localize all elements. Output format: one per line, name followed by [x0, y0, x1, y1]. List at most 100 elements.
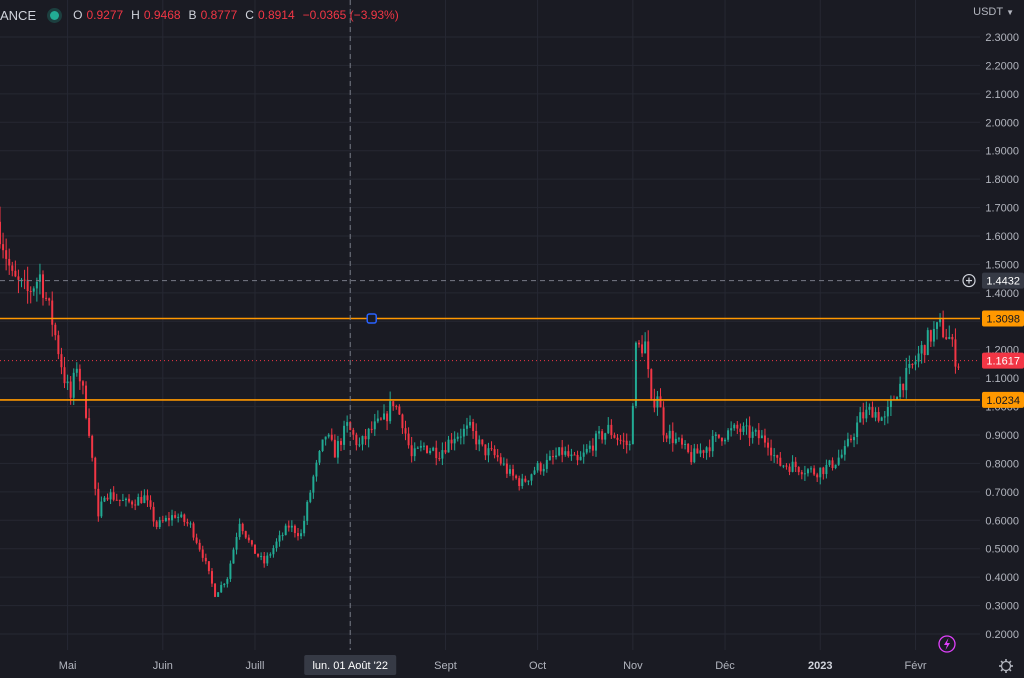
candle	[321, 439, 324, 453]
candle	[874, 407, 877, 422]
price-tick-label: 1.6000	[985, 231, 1019, 243]
candle-body	[284, 525, 287, 536]
candle	[637, 340, 640, 348]
candle-body	[874, 412, 877, 418]
time-tick-label: Juill	[246, 660, 265, 672]
candle-body	[521, 478, 524, 486]
gear-icon[interactable]	[999, 659, 1013, 673]
candle-body	[677, 438, 680, 440]
candle	[306, 500, 309, 525]
candle-body	[398, 406, 401, 415]
candle-body	[604, 433, 607, 440]
candle	[149, 495, 152, 510]
candle	[493, 445, 496, 459]
candle	[392, 400, 395, 411]
candle	[822, 466, 825, 480]
close-label: C	[245, 8, 254, 22]
candle	[247, 534, 250, 543]
candle	[14, 260, 17, 278]
candle	[699, 443, 702, 458]
lightning-icon[interactable]	[938, 635, 956, 653]
candle-body	[917, 353, 920, 362]
candle-body	[91, 435, 94, 458]
candle	[309, 489, 312, 504]
candle	[714, 431, 717, 443]
candle-body	[656, 396, 659, 408]
candle-body	[447, 439, 450, 453]
candle	[659, 388, 662, 408]
candle	[478, 435, 481, 452]
candle	[585, 444, 588, 455]
candle-body	[14, 270, 17, 277]
candle-body	[364, 436, 367, 440]
candle-body	[177, 516, 180, 518]
candle	[834, 464, 837, 470]
candle	[23, 269, 26, 290]
candle-body	[770, 447, 773, 456]
candle-body	[616, 437, 619, 440]
candle	[253, 544, 256, 554]
candle	[112, 486, 115, 502]
candle-body	[877, 412, 880, 421]
candle-body	[42, 274, 45, 298]
candle-body	[469, 421, 472, 426]
candle	[5, 238, 8, 271]
candle	[438, 451, 441, 462]
candle-body	[588, 445, 591, 449]
candle-body	[794, 461, 797, 468]
candle	[776, 454, 779, 464]
candle	[849, 434, 852, 443]
candle	[794, 457, 797, 473]
candle-body	[103, 497, 106, 502]
plus-circle-icon[interactable]	[962, 273, 976, 288]
candle-body	[564, 451, 567, 455]
candle	[594, 430, 597, 457]
candle	[158, 516, 161, 529]
candle	[161, 515, 164, 523]
candle	[727, 428, 730, 442]
candle	[103, 496, 106, 503]
candle	[865, 401, 868, 423]
candle-body	[389, 401, 392, 422]
candle	[782, 464, 785, 469]
candle	[622, 432, 625, 450]
candle-body	[880, 417, 883, 421]
candle-body	[54, 324, 57, 336]
candle-body	[711, 435, 714, 452]
candle	[650, 368, 653, 401]
candle	[515, 474, 518, 480]
candle-body	[386, 413, 389, 422]
candle	[66, 374, 69, 390]
candle	[604, 432, 607, 445]
price-axis-unit[interactable]: USDT ▼	[973, 6, 1014, 18]
candle-body	[5, 250, 8, 259]
price-tick-label: 0.7000	[985, 487, 1019, 499]
candle	[177, 513, 180, 523]
candle	[81, 380, 84, 395]
candle	[843, 440, 846, 461]
candle-body	[296, 533, 299, 537]
candle	[229, 560, 232, 582]
low-label: B	[188, 8, 197, 22]
candle-body	[346, 422, 349, 426]
candle	[831, 457, 834, 471]
current-price-label-text: 1.1617	[986, 356, 1020, 368]
candle	[539, 461, 542, 475]
candle	[51, 291, 54, 337]
candle	[853, 433, 856, 448]
line-anchor-handle[interactable]	[366, 313, 377, 324]
candle	[570, 448, 573, 461]
candle	[456, 432, 459, 442]
time-tick-label: Nov	[623, 660, 643, 672]
open-value: 0.9277	[86, 8, 124, 22]
candle	[290, 520, 293, 533]
price-tick-label: 0.4000	[985, 572, 1019, 584]
candle	[902, 383, 905, 398]
candle-body	[644, 341, 647, 354]
candle-body	[932, 328, 935, 342]
candle	[840, 449, 843, 459]
candle	[496, 448, 499, 462]
candle	[490, 441, 493, 451]
